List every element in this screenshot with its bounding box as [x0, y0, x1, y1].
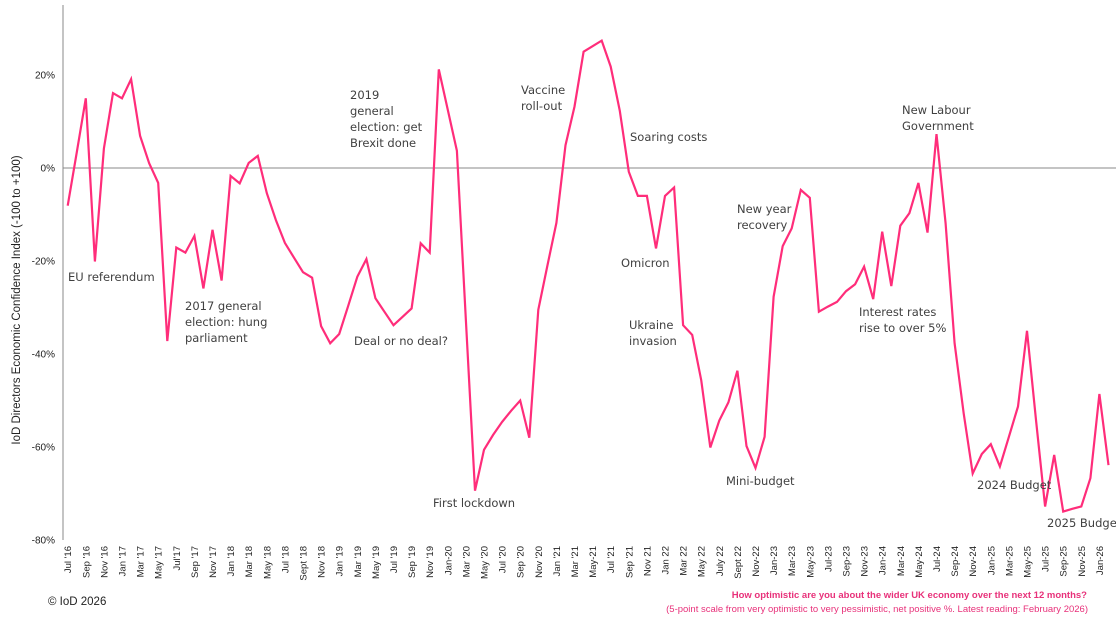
- annotation-new-labour-government: New Labour Government: [902, 103, 974, 133]
- annotation-vaccine-rollout: Vaccine roll-out: [521, 83, 566, 113]
- x-tick-label: Jan-20: [443, 546, 454, 575]
- y-tick-label: -20%: [32, 257, 55, 268]
- x-tick-label: Nov '20: [534, 546, 545, 578]
- y-tick-label: 0%: [41, 164, 56, 175]
- x-tick-label: Nov '17: [208, 546, 219, 578]
- x-tick-label: Jan '18: [226, 546, 237, 576]
- x-tick-label: Mar-24: [896, 546, 907, 576]
- x-tick-label: Sep '20: [516, 546, 527, 578]
- annotation-2024-budget: 2024 Budget: [977, 478, 1052, 492]
- x-tick-label: Mar '21: [570, 546, 581, 577]
- x-tick-label: Sept '18: [299, 546, 310, 581]
- annotation-omicron: Omicron: [621, 256, 670, 270]
- copyright: © IoD 2026: [48, 596, 107, 608]
- x-tick-label: Mar '19: [353, 546, 364, 577]
- x-tick-label: Nov-24: [968, 546, 979, 577]
- y-tick-label: -40%: [32, 350, 55, 361]
- x-tick-label: Mar '18: [244, 546, 255, 577]
- annotation-first-lockdown: First lockdown: [433, 496, 516, 510]
- y-axis-label: IoD Directors Economic Confidence Index …: [11, 155, 23, 445]
- x-tick-label: Nov-23: [860, 546, 871, 577]
- x-tick-label: Sep '17: [190, 546, 201, 578]
- x-tick-label: Sep-24: [950, 546, 961, 577]
- x-tick-label: Mar '20: [461, 546, 472, 577]
- x-tick-label: Nov '16: [99, 546, 110, 578]
- x-tick-label: Jan '19: [335, 546, 346, 576]
- x-tick-label: May 22: [697, 546, 708, 577]
- x-tick-label: Jul'17: [172, 546, 183, 571]
- x-tick-label: May-25: [1023, 546, 1034, 578]
- x-tick-label: May '20: [480, 546, 491, 579]
- x-tick-label: Jul '16: [63, 546, 74, 573]
- annotation-deal-or-no-deal: Deal or no deal?: [354, 334, 448, 348]
- x-tick-label: Sep-25: [1059, 546, 1070, 577]
- x-tick-label: Jan-25: [986, 546, 997, 575]
- annotation-2025-budget: 2025 Budget: [1047, 516, 1116, 530]
- x-tick-label: Jul '21: [606, 546, 617, 573]
- x-tick-label: Jul '20: [498, 546, 509, 573]
- annotation-soaring-costs: Soaring costs: [630, 130, 708, 144]
- x-tick-label: Jul '18: [280, 546, 291, 573]
- x-tick-label: Nov '19: [425, 546, 436, 578]
- x-tick-label: Nov-25: [1077, 546, 1088, 577]
- x-tick-label: Nov '18: [317, 546, 328, 578]
- annotation-2019-election: 2019 general election: get Brexit done: [350, 88, 423, 150]
- annotation-2017-election: 2017 general election: hung parliament: [185, 299, 268, 345]
- x-tick-label: May-23: [805, 546, 816, 578]
- annotation-mini-budget: Mini-budget: [726, 474, 795, 488]
- x-tick-label: Nov 21: [642, 546, 653, 576]
- x-tick-label: May '17: [154, 546, 165, 579]
- x-tick-label: Mar-25: [1004, 546, 1015, 576]
- x-tick-label: Sep '21: [624, 546, 635, 578]
- x-tick-label: Mar 22: [679, 546, 690, 576]
- annotation-eu-referendum: EU referendum: [68, 270, 155, 284]
- x-tick-label: Jan-24: [878, 546, 889, 575]
- x-tick-label: Sep '19: [407, 546, 418, 578]
- x-tick-label: Jan 22: [661, 546, 672, 575]
- x-tick-label: Mar '17: [136, 546, 147, 577]
- x-tick-label: Jan '21: [552, 546, 563, 576]
- annotation-ukraine-invasion: Ukraine invasion: [629, 318, 677, 348]
- x-tick-label: Jul '19: [389, 546, 400, 573]
- x-tick-label: Jan '17: [118, 546, 129, 576]
- x-tick-label: May-21: [588, 546, 599, 578]
- confidence-index-line: [66, 38, 1110, 514]
- x-tick-label: Jul-24: [932, 546, 943, 572]
- x-tick-label: Sept 22: [733, 546, 744, 579]
- x-tick-label: Jan-26: [1095, 546, 1106, 575]
- x-tick-label: July 22: [715, 546, 726, 576]
- survey-question: How optimistic are you about the wider U…: [731, 590, 1087, 601]
- x-tick-label: Jul-25: [1041, 546, 1052, 572]
- x-tick-label: Sep '16: [81, 546, 92, 578]
- x-tick-label: May '18: [262, 546, 273, 579]
- x-tick-label: Sep-23: [842, 546, 853, 577]
- annotation-new-year-recovery: New year recovery: [737, 202, 792, 232]
- annotation-interest-rates: Interest rates rise to over 5%: [859, 305, 947, 335]
- x-tick-label: Jul-23: [823, 546, 834, 572]
- x-tick-label: May-24: [914, 546, 925, 578]
- y-tick-label: 20%: [35, 71, 55, 82]
- x-tick-label: Jan-23: [769, 546, 780, 575]
- y-tick-label: -60%: [32, 443, 55, 454]
- x-tick-label: Mar-23: [787, 546, 798, 576]
- x-tick-label: May '19: [371, 546, 382, 579]
- y-tick-label: -80%: [32, 536, 55, 547]
- survey-note: (5-point scale from very optimistic to v…: [666, 604, 1088, 615]
- x-tick-label: Nov-22: [751, 546, 762, 577]
